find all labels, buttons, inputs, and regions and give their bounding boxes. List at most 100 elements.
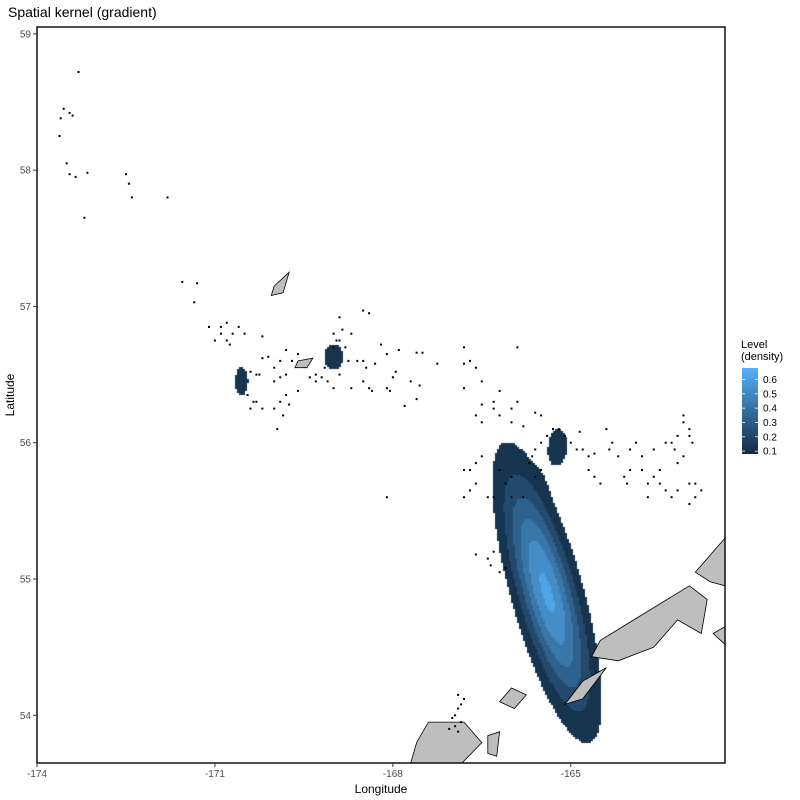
- data-point: [492, 407, 495, 410]
- data-point: [581, 448, 584, 451]
- data-point: [297, 389, 299, 392]
- data-point: [77, 71, 80, 73]
- data-point: [181, 280, 184, 283]
- data-point: [193, 301, 196, 304]
- data-point: [540, 441, 543, 444]
- legend-colorbar: [742, 368, 758, 454]
- data-point: [213, 339, 216, 342]
- data-point: [593, 475, 596, 478]
- data-point: [285, 394, 288, 396]
- data-point: [388, 389, 391, 392]
- data-point: [279, 359, 282, 362]
- data-point: [563, 434, 566, 437]
- data-point: [249, 370, 252, 373]
- data-point: [335, 339, 338, 342]
- data-point: [261, 357, 264, 360]
- legend-label: 0.4: [763, 404, 777, 415]
- data-point: [510, 421, 513, 424]
- data-point: [231, 332, 234, 335]
- data-point: [261, 335, 264, 338]
- data-point: [504, 567, 507, 570]
- data-point: [285, 373, 288, 376]
- data-point: [498, 414, 501, 417]
- y-tick-label: 58: [20, 166, 32, 177]
- data-point: [273, 380, 276, 383]
- data-point: [196, 282, 199, 285]
- data-point: [249, 407, 252, 410]
- data-point: [380, 343, 382, 346]
- data-point: [552, 428, 554, 431]
- data-point: [664, 441, 667, 444]
- data-point: [486, 496, 489, 499]
- data-point: [641, 469, 643, 471]
- data-point: [460, 721, 463, 724]
- data-point: [474, 414, 477, 417]
- data-point: [587, 469, 590, 471]
- data-point: [436, 362, 439, 365]
- data-point: [629, 448, 632, 451]
- data-point: [246, 394, 249, 396]
- data-point: [670, 496, 673, 499]
- data-point: [255, 400, 258, 403]
- data-point: [62, 107, 65, 110]
- data-point: [314, 380, 317, 383]
- data-point: [409, 380, 412, 383]
- y-axis: 54 55 56 57 58 59: [20, 29, 37, 722]
- data-point: [261, 407, 264, 410]
- data-point: [510, 496, 513, 499]
- data-point: [362, 380, 365, 383]
- data-point: [682, 414, 685, 417]
- data-point: [469, 489, 471, 492]
- land-polygon: [270, 271, 290, 297]
- land-polygon: [487, 731, 501, 757]
- data-point: [611, 441, 614, 444]
- plot-border: [36, 26, 726, 764]
- data-point: [658, 469, 661, 471]
- land-polygon: [294, 357, 314, 369]
- data-point: [688, 503, 691, 505]
- data-point: [641, 455, 643, 458]
- data-point: [492, 496, 495, 499]
- data-point: [237, 325, 240, 328]
- data-point: [522, 496, 525, 499]
- data-point: [646, 496, 649, 499]
- data-point: [676, 462, 679, 465]
- data-point: [498, 389, 501, 392]
- data-point: [480, 455, 483, 458]
- data-point: [480, 421, 483, 424]
- data-point: [646, 482, 649, 485]
- data-point: [460, 703, 463, 706]
- data-point: [68, 173, 71, 176]
- data-point: [320, 376, 323, 379]
- data-point: [688, 434, 691, 437]
- data-point: [285, 349, 288, 351]
- data-point: [421, 351, 424, 354]
- data-point: [531, 455, 534, 458]
- data-point: [463, 697, 465, 700]
- data-point: [279, 400, 282, 403]
- data-point: [516, 346, 519, 349]
- data-point: [338, 339, 341, 342]
- data-point: [658, 482, 661, 485]
- data-point: [344, 346, 347, 349]
- data-point: [273, 366, 276, 369]
- data-point: [652, 448, 655, 451]
- data-point: [504, 482, 507, 485]
- y-tick-label: 59: [20, 29, 32, 40]
- data-point: [448, 727, 451, 730]
- data-point: [540, 469, 543, 471]
- data-point: [338, 373, 341, 376]
- data-point: [74, 175, 77, 178]
- data-point: [255, 373, 258, 376]
- data-point: [599, 482, 602, 485]
- x-tick-label: -165: [561, 769, 581, 780]
- data-point: [279, 376, 282, 379]
- x-axis-title: Longitude: [355, 782, 408, 796]
- data-point: [225, 339, 228, 342]
- data-point: [575, 448, 578, 451]
- land-layer: [270, 271, 725, 763]
- data-point: [243, 332, 246, 335]
- data-point: [258, 373, 261, 376]
- data-point: [391, 376, 394, 379]
- data-point: [492, 400, 495, 403]
